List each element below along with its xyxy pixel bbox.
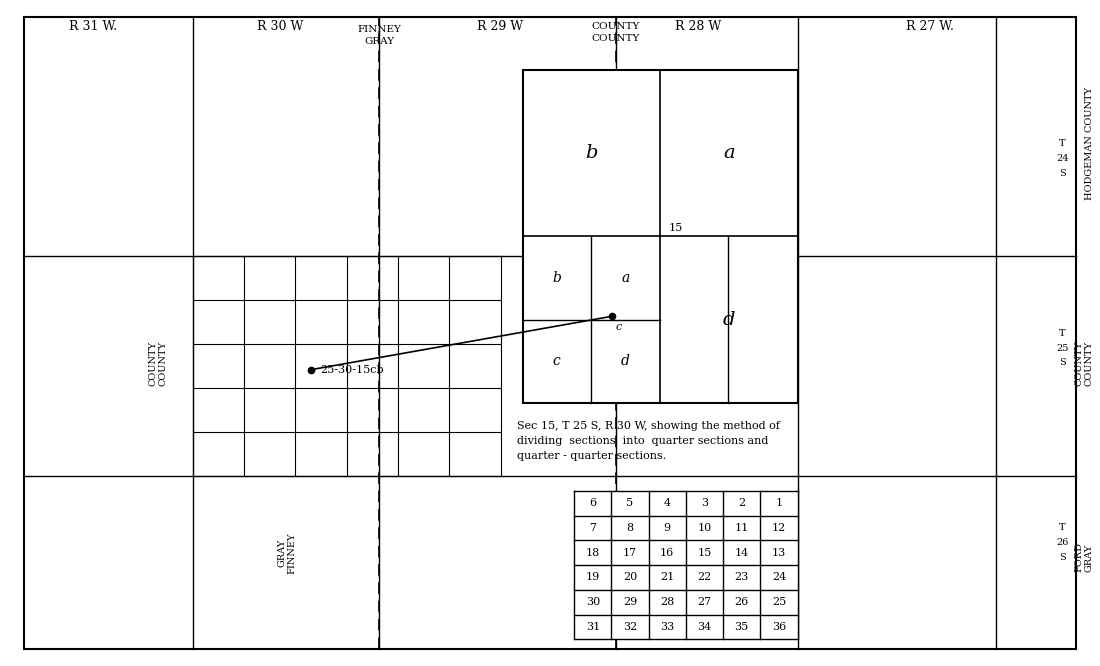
Text: 30: 30 [585, 597, 600, 607]
Text: FINNEY: FINNEY [287, 532, 296, 573]
Text: R 29 W: R 29 W [477, 20, 524, 33]
Text: S: S [1059, 168, 1066, 178]
Text: 3: 3 [701, 498, 708, 508]
Text: 5: 5 [627, 498, 634, 508]
Text: T: T [1059, 139, 1066, 148]
Text: 12: 12 [772, 523, 786, 533]
Text: 10: 10 [697, 523, 712, 533]
Text: 2: 2 [738, 498, 745, 508]
Text: 24: 24 [1056, 154, 1069, 163]
Text: 11: 11 [735, 523, 749, 533]
Text: 24: 24 [772, 573, 786, 583]
Text: 35: 35 [735, 622, 749, 632]
Text: GRAY: GRAY [277, 539, 286, 567]
Text: COUNTY: COUNTY [1085, 340, 1093, 386]
Text: 6: 6 [590, 498, 596, 508]
Text: HODGEMAN COUNTY: HODGEMAN COUNTY [1085, 87, 1094, 200]
Text: b: b [552, 271, 561, 285]
Text: FORD: FORD [1075, 542, 1084, 573]
Text: FINNEY: FINNEY [358, 25, 402, 35]
Text: COUNTY: COUNTY [592, 22, 640, 31]
Text: 7: 7 [590, 523, 596, 533]
Text: 19: 19 [585, 573, 600, 583]
Text: 31: 31 [585, 622, 600, 632]
Text: c: c [616, 322, 623, 332]
Text: 23: 23 [735, 573, 749, 583]
Text: 4: 4 [663, 498, 671, 508]
Text: COUNTY: COUNTY [158, 340, 167, 386]
Text: b: b [585, 144, 597, 163]
Bar [574, 491, 798, 639]
Text: S: S [1059, 358, 1066, 368]
Text: d: d [723, 310, 735, 329]
Text: c: c [552, 354, 561, 368]
Text: 34: 34 [697, 622, 712, 632]
Text: 25-30-15cb: 25-30-15cb [320, 364, 384, 375]
Text: 15: 15 [697, 547, 712, 557]
Text: 29: 29 [623, 597, 637, 607]
Text: R 28 W: R 28 W [675, 20, 722, 33]
Text: 21: 21 [660, 573, 674, 583]
Text: GRAY: GRAY [364, 37, 395, 46]
Text: COUNTY: COUNTY [1075, 340, 1084, 386]
Text: d: d [620, 354, 630, 368]
Text: 14: 14 [735, 547, 749, 557]
Text: a: a [621, 271, 629, 285]
Text: 20: 20 [623, 573, 637, 583]
Text: COUNTY: COUNTY [148, 340, 157, 386]
Text: GRAY: GRAY [1085, 543, 1093, 571]
Text: 27: 27 [697, 597, 712, 607]
Text: T: T [1059, 328, 1066, 338]
Text: R 30 W: R 30 W [257, 20, 304, 33]
Text: S: S [1059, 553, 1066, 562]
Text: 8: 8 [627, 523, 634, 533]
Text: 17: 17 [623, 547, 637, 557]
Text: 16: 16 [660, 547, 674, 557]
Text: R 31 W.: R 31 W. [69, 20, 118, 33]
Text: T: T [1059, 523, 1066, 532]
Text: 26: 26 [735, 597, 749, 607]
Text: 28: 28 [660, 597, 674, 607]
Text: 26: 26 [1056, 538, 1069, 547]
Text: 13: 13 [772, 547, 786, 557]
Text: 25: 25 [1056, 344, 1069, 353]
Text: 18: 18 [585, 547, 600, 557]
Text: 9: 9 [663, 523, 671, 533]
Text: 33: 33 [660, 622, 674, 632]
Text: 36: 36 [772, 622, 786, 632]
Text: 15: 15 [669, 223, 683, 233]
Text: 22: 22 [697, 573, 712, 583]
Text: Sec 15, T 25 S, R 30 W, showing the method of
dividing  sections  into  quarter : Sec 15, T 25 S, R 30 W, showing the meth… [517, 421, 780, 460]
Text: 25: 25 [772, 597, 786, 607]
Text: 32: 32 [623, 622, 637, 632]
Bar [522, 70, 798, 403]
Text: a: a [723, 144, 735, 163]
Text: 1: 1 [776, 498, 782, 508]
Text: COUNTY: COUNTY [592, 34, 640, 43]
Text: R 27 W.: R 27 W. [905, 20, 954, 33]
